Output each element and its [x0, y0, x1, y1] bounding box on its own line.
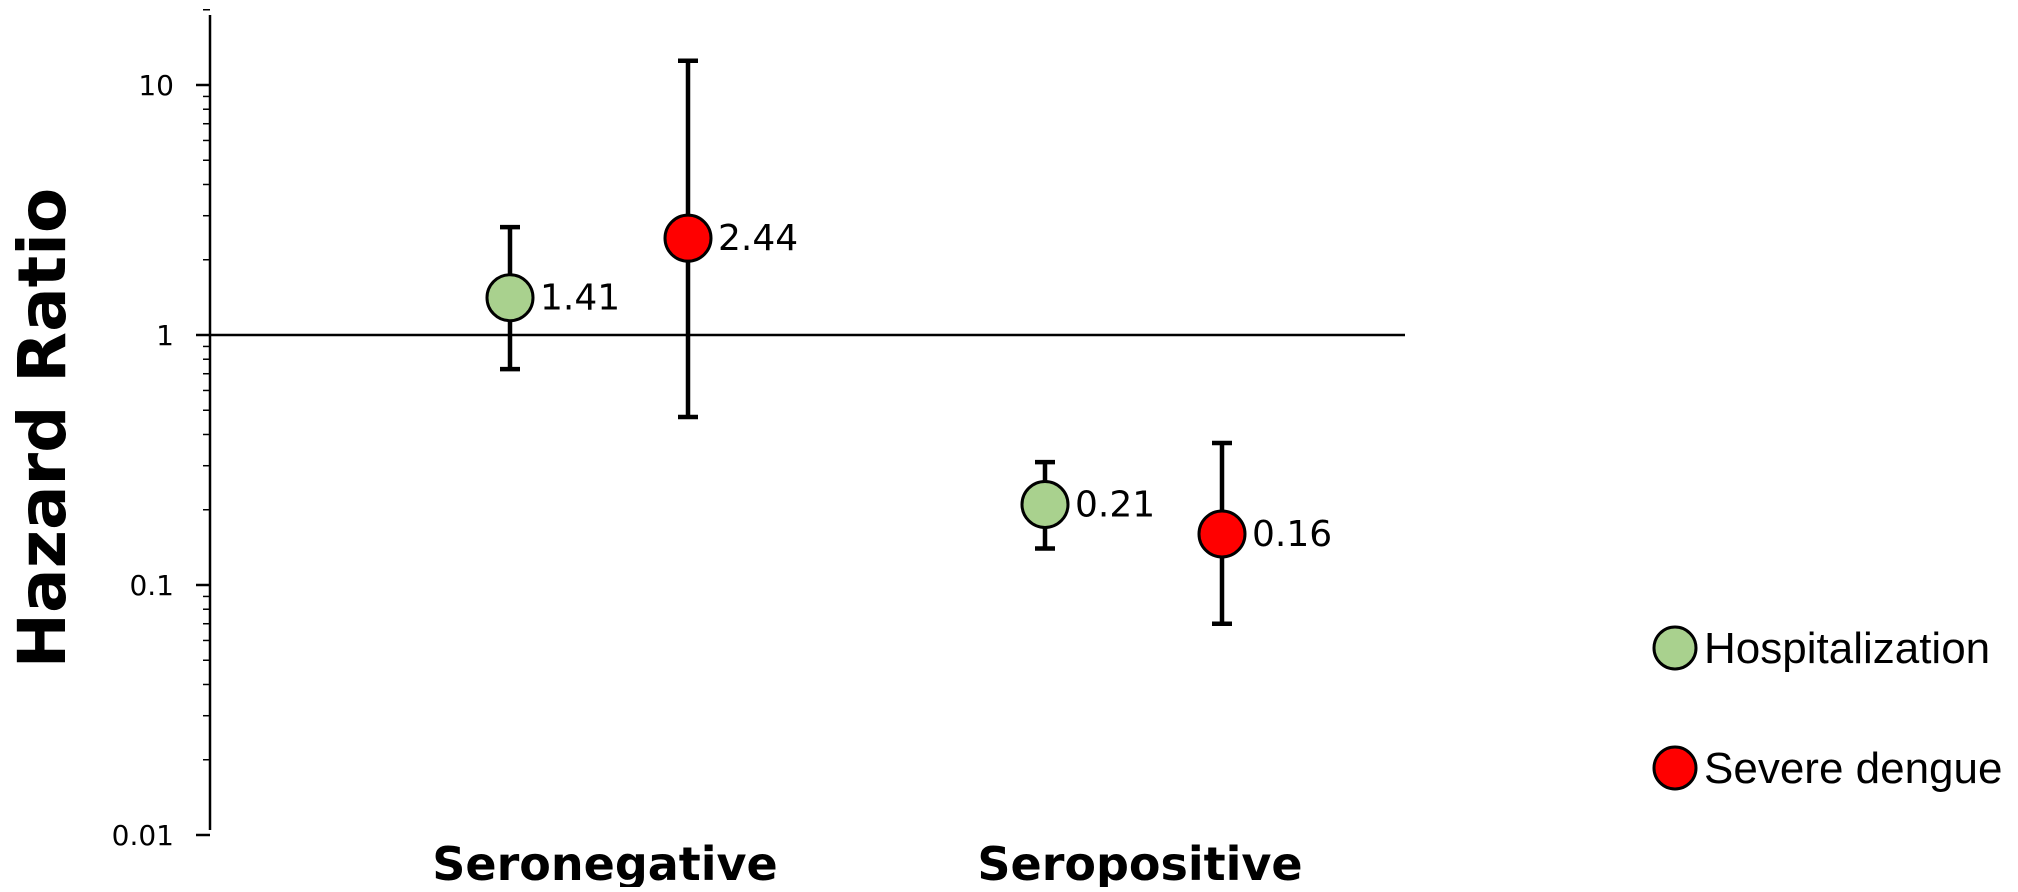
y-tick-label: 10 — [138, 69, 174, 102]
data-point — [485, 273, 535, 323]
data-label: 0.16 — [1252, 514, 1332, 555]
data-label: 1.41 — [540, 278, 620, 319]
legend-marker — [1652, 745, 1698, 791]
category-label: Seronegative — [432, 837, 777, 887]
data-point — [1020, 479, 1070, 529]
y-axis: 0.01 0.1 1 10 — [112, 8, 212, 852]
plot-area: Seronegative Seropositive 1.41 0.21 2.44 0.16 — [210, 58, 1405, 891]
data-point — [1197, 509, 1247, 559]
legend-label: Hospitalization — [1704, 624, 1990, 673]
legend: Hospitalization Severe dengue — [1652, 624, 2002, 793]
data-label: 2.44 — [718, 218, 798, 259]
category-label: Seropositive — [977, 837, 1302, 887]
y-tick-label: 0.1 — [129, 569, 174, 602]
y-tick-label: 1 — [156, 319, 174, 352]
data-point — [663, 213, 713, 263]
legend-marker — [1652, 625, 1698, 671]
legend-label: Severe dengue — [1704, 744, 2002, 793]
y-tick-label: 0.01 — [112, 819, 174, 852]
y-axis-label: Hazard Ratio — [4, 188, 81, 668]
data-label: 0.21 — [1075, 484, 1155, 525]
